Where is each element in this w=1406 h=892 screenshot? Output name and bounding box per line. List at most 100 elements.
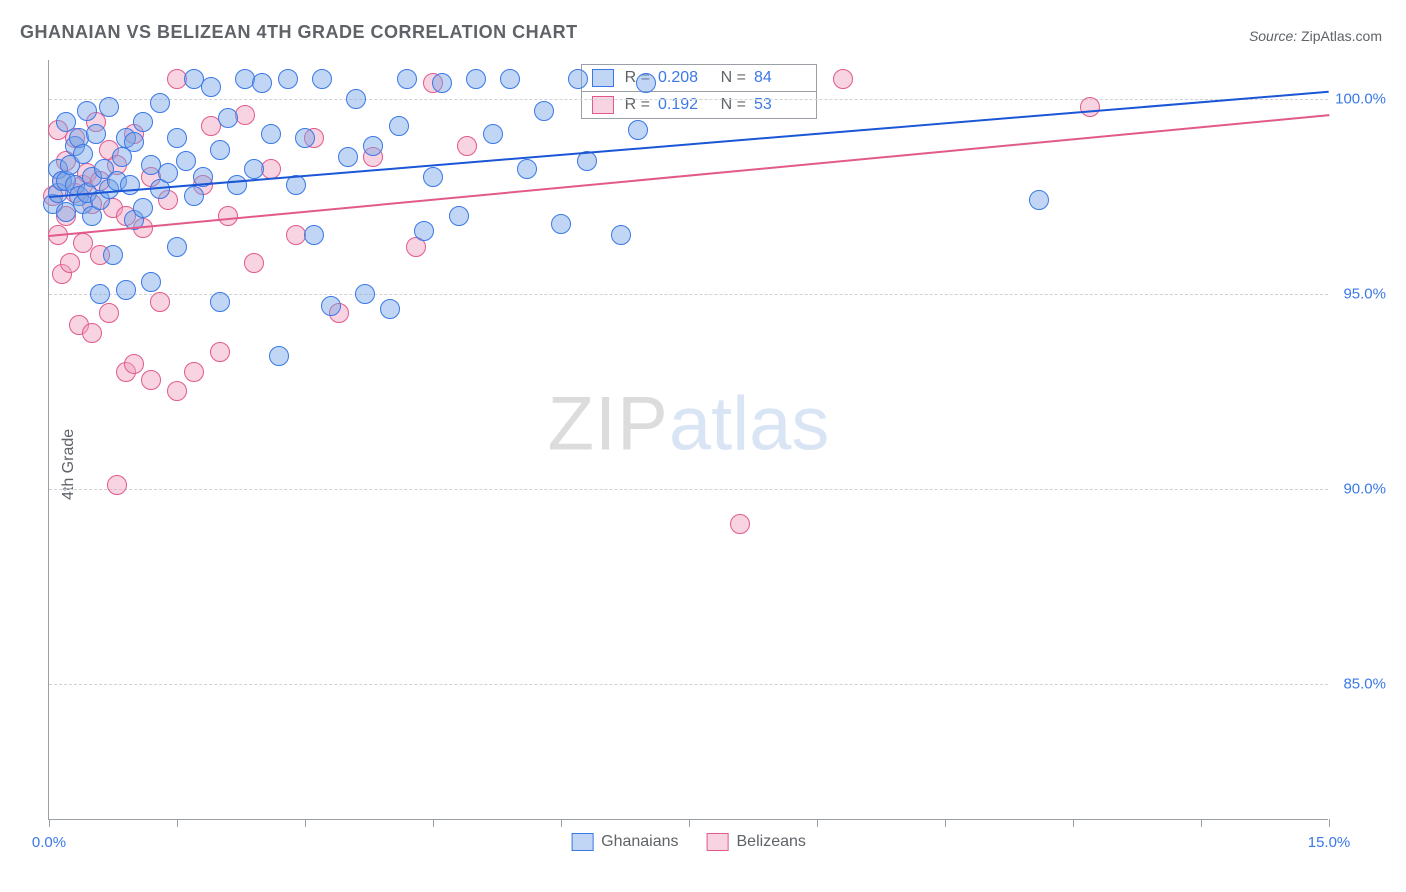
data-point <box>500 69 520 89</box>
stats-legend-box: R =0.208N =84R =0.192N =53 <box>581 64 817 119</box>
x-tick <box>1201 819 1202 827</box>
data-point <box>158 163 178 183</box>
data-point <box>1029 190 1049 210</box>
data-point <box>244 159 264 179</box>
data-point <box>167 128 187 148</box>
legend-label: Ghanaians <box>601 833 678 851</box>
data-point <box>167 237 187 257</box>
data-point <box>116 280 136 300</box>
data-point <box>380 299 400 319</box>
legend-bottom: Ghanaians Belizeans <box>571 833 806 851</box>
data-point <box>551 214 571 234</box>
data-point <box>235 105 255 125</box>
x-tick <box>433 819 434 827</box>
data-point <box>103 245 123 265</box>
data-point <box>833 69 853 89</box>
data-point <box>133 198 153 218</box>
data-point <box>184 362 204 382</box>
data-point <box>244 253 264 273</box>
y-tick-label: 85.0% <box>1343 675 1386 692</box>
x-tick <box>945 819 946 827</box>
legend-swatch <box>707 833 729 851</box>
x-tick <box>49 819 50 827</box>
watermark-zip: ZIP <box>548 382 669 467</box>
x-tick <box>1073 819 1074 827</box>
source-attribution: Source: ZipAtlas.com <box>1249 28 1382 44</box>
x-tick <box>817 819 818 827</box>
y-tick-label: 100.0% <box>1335 90 1386 107</box>
data-point <box>449 206 469 226</box>
data-point <box>90 284 110 304</box>
x-tick <box>1329 819 1330 827</box>
data-point <box>252 73 272 93</box>
data-point <box>636 73 656 93</box>
data-point <box>210 292 230 312</box>
data-point <box>628 120 648 140</box>
data-point <box>312 69 332 89</box>
data-point <box>176 151 196 171</box>
data-point <box>611 225 631 245</box>
watermark: ZIPatlas <box>548 381 830 468</box>
data-point <box>82 323 102 343</box>
data-point <box>423 167 443 187</box>
stat-n-value: 84 <box>754 69 806 87</box>
data-point <box>269 346 289 366</box>
legend-label: Belizeans <box>737 833 806 851</box>
data-point <box>355 284 375 304</box>
gridline <box>49 684 1328 685</box>
chart-title: GHANAIAN VS BELIZEAN 4TH GRADE CORRELATI… <box>20 22 578 43</box>
data-point <box>414 221 434 241</box>
data-point <box>1080 97 1100 117</box>
data-point <box>517 159 537 179</box>
data-point <box>141 370 161 390</box>
legend-swatch <box>571 833 593 851</box>
x-tick-label: 0.0% <box>32 834 66 851</box>
stats-row: R =0.192N =53 <box>582 91 816 118</box>
x-tick <box>177 819 178 827</box>
data-point <box>730 514 750 534</box>
data-point <box>321 296 341 316</box>
data-point <box>227 175 247 195</box>
data-point <box>218 206 238 226</box>
data-point <box>346 89 366 109</box>
data-point <box>73 144 93 164</box>
source-value: ZipAtlas.com <box>1301 28 1382 44</box>
gridline <box>49 294 1328 295</box>
data-point <box>150 292 170 312</box>
data-point <box>124 354 144 374</box>
data-point <box>60 253 80 273</box>
y-tick-label: 95.0% <box>1343 285 1386 302</box>
data-point <box>210 140 230 160</box>
y-tick-label: 90.0% <box>1343 480 1386 497</box>
data-point <box>218 108 238 128</box>
stats-row: R =0.208N =84 <box>582 65 816 91</box>
gridline <box>49 489 1328 490</box>
data-point <box>77 101 97 121</box>
legend-item: Ghanaians <box>571 833 678 851</box>
gridline <box>49 99 1328 100</box>
data-point <box>534 101 554 121</box>
watermark-atlas: atlas <box>669 382 830 467</box>
data-point <box>432 73 452 93</box>
data-point <box>167 381 187 401</box>
x-tick-label: 15.0% <box>1308 834 1351 851</box>
data-point <box>278 69 298 89</box>
source-label: Source: <box>1249 28 1297 44</box>
chart-container: GHANAIAN VS BELIZEAN 4TH GRADE CORRELATI… <box>0 0 1406 892</box>
data-point <box>99 303 119 323</box>
data-point <box>363 136 383 156</box>
legend-swatch <box>592 69 614 87</box>
x-tick <box>561 819 562 827</box>
data-point <box>483 124 503 144</box>
data-point <box>568 69 588 89</box>
data-point <box>141 272 161 292</box>
stat-r-value: 0.208 <box>658 69 710 87</box>
data-point <box>210 342 230 362</box>
data-point <box>99 97 119 117</box>
data-point <box>107 475 127 495</box>
data-point <box>201 77 221 97</box>
data-point <box>184 186 204 206</box>
stat-n-label: N = <box>718 69 746 87</box>
chart-area: 4th Grade ZIPatlas R =0.208N =84R =0.192… <box>48 60 1383 850</box>
data-point <box>397 69 417 89</box>
